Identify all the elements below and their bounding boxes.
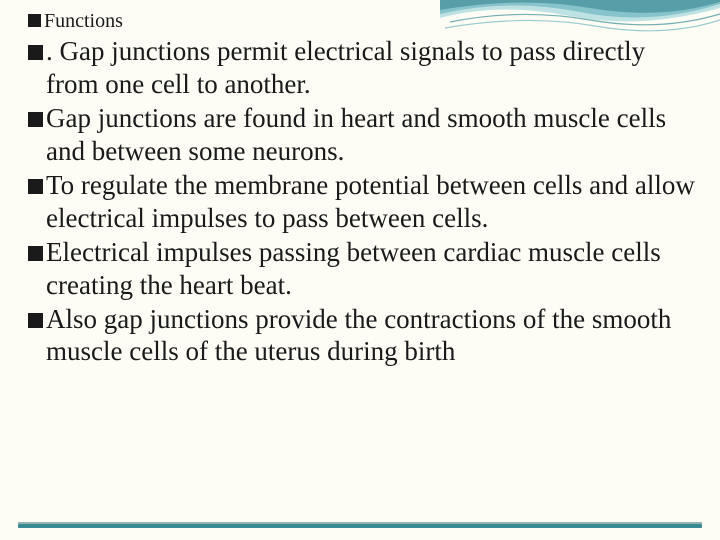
list-item: Gap junctions are found in heart and smo… xyxy=(28,102,700,168)
list-item: . Gap junctions permit electrical signal… xyxy=(28,35,700,101)
list-item: Electrical impulses passing between card… xyxy=(28,236,700,302)
bullet-text: To regulate the membrane potential betwe… xyxy=(46,169,700,235)
bullet-square-icon xyxy=(28,14,41,27)
bullet-text: Gap junctions are found in heart and smo… xyxy=(46,102,700,168)
bullet-square-icon xyxy=(28,45,43,60)
slide-content: Functions . Gap junctions permit electri… xyxy=(28,8,700,369)
bullet-text: Electrical impulses passing between card… xyxy=(46,236,700,302)
bullet-text: Also gap junctions provide the contracti… xyxy=(46,303,700,369)
list-item: To regulate the membrane potential betwe… xyxy=(28,169,700,235)
bullet-text: . Gap junctions permit electrical signal… xyxy=(46,35,700,101)
bullet-square-icon xyxy=(28,179,43,194)
bullet-list: . Gap junctions permit electrical signal… xyxy=(28,35,700,368)
bullet-square-icon xyxy=(28,313,43,328)
bullet-square-icon xyxy=(28,246,43,261)
slide-heading: Functions xyxy=(44,10,123,33)
slide-container: Functions . Gap junctions permit electri… xyxy=(0,0,720,540)
list-item: Also gap junctions provide the contracti… xyxy=(28,303,700,369)
slide-heading-row: Functions xyxy=(28,8,700,33)
bullet-square-icon xyxy=(28,112,43,127)
footer-accent-line xyxy=(18,524,702,528)
